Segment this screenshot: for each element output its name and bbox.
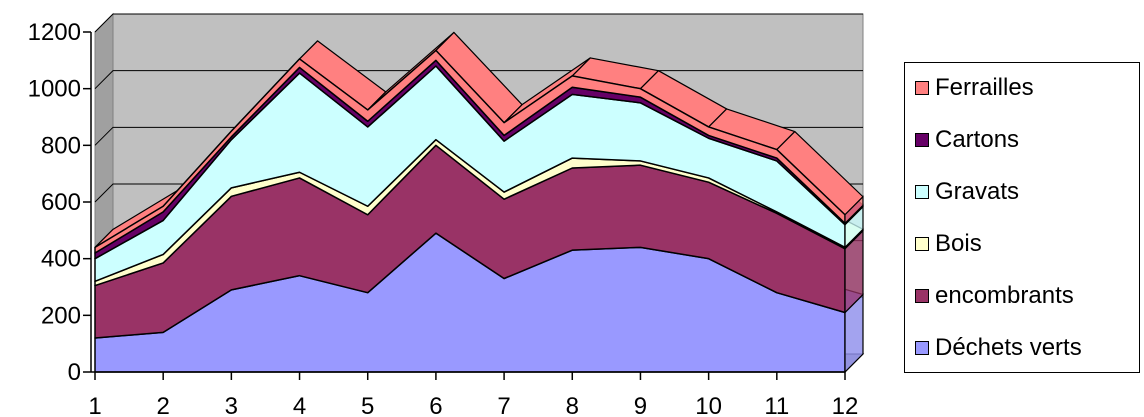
gridline <box>94 13 863 33</box>
legend-swatch <box>915 237 929 251</box>
x-tick-label: 7 <box>497 393 510 417</box>
y-tick-label: 600 <box>41 189 81 216</box>
legend-item: Cartons <box>915 125 1019 155</box>
legend: Ferrailles Cartons Gravats Bois encombrants D… <box>904 62 1140 373</box>
stacked-areas <box>94 31 864 374</box>
legend-swatch <box>915 81 929 95</box>
x-tick-label: 12 <box>832 393 859 417</box>
legend-label: Gravats <box>935 178 1020 205</box>
legend-item: encombrants <box>915 281 1074 311</box>
x-tick-label: 10 <box>695 393 722 417</box>
x-tick-label: 9 <box>634 393 647 417</box>
x-tick-label: 2 <box>157 393 170 417</box>
legend-label: Déchets verts <box>935 334 1082 361</box>
legend-swatch <box>915 289 929 303</box>
series-ferrailles <box>94 31 864 254</box>
y-axis-ticks: 0 200 400 600 800 1000 1200 <box>28 19 91 386</box>
area-end <box>844 195 864 225</box>
legend-label: Bois <box>935 230 982 257</box>
legend-label: encombrants <box>935 282 1074 309</box>
x-tick-label: 11 <box>764 393 789 417</box>
x-tick-label: 5 <box>361 393 374 417</box>
legend-item: Bois <box>915 229 982 259</box>
legend-item: Déchets verts <box>915 333 1082 363</box>
legend-item: Gravats <box>915 177 1019 207</box>
legend-swatch <box>915 185 929 199</box>
x-axis-ticks: 1 2 3 4 5 6 7 8 9 10 11 12 <box>88 372 858 417</box>
y-tick-label: 1000 <box>28 76 81 103</box>
x-tick-label: 4 <box>293 393 306 417</box>
y-tick-label: 1200 <box>28 19 81 46</box>
y-tick-label: 0 <box>68 359 81 386</box>
legend-swatch <box>915 341 929 355</box>
legend-label: Cartons <box>935 126 1020 153</box>
y-tick-label: 800 <box>41 132 81 159</box>
x-tick-label: 1 <box>88 393 101 417</box>
y-tick-label: 400 <box>41 246 81 273</box>
legend-label: Ferrailles <box>935 74 1034 101</box>
x-tick-label: 8 <box>566 393 579 417</box>
y-tick-label: 200 <box>41 302 81 329</box>
x-tick-label: 6 <box>429 393 442 417</box>
x-tick-label: 3 <box>225 393 238 417</box>
legend-item: Ferrailles <box>915 73 1034 103</box>
legend-swatch <box>915 133 929 147</box>
